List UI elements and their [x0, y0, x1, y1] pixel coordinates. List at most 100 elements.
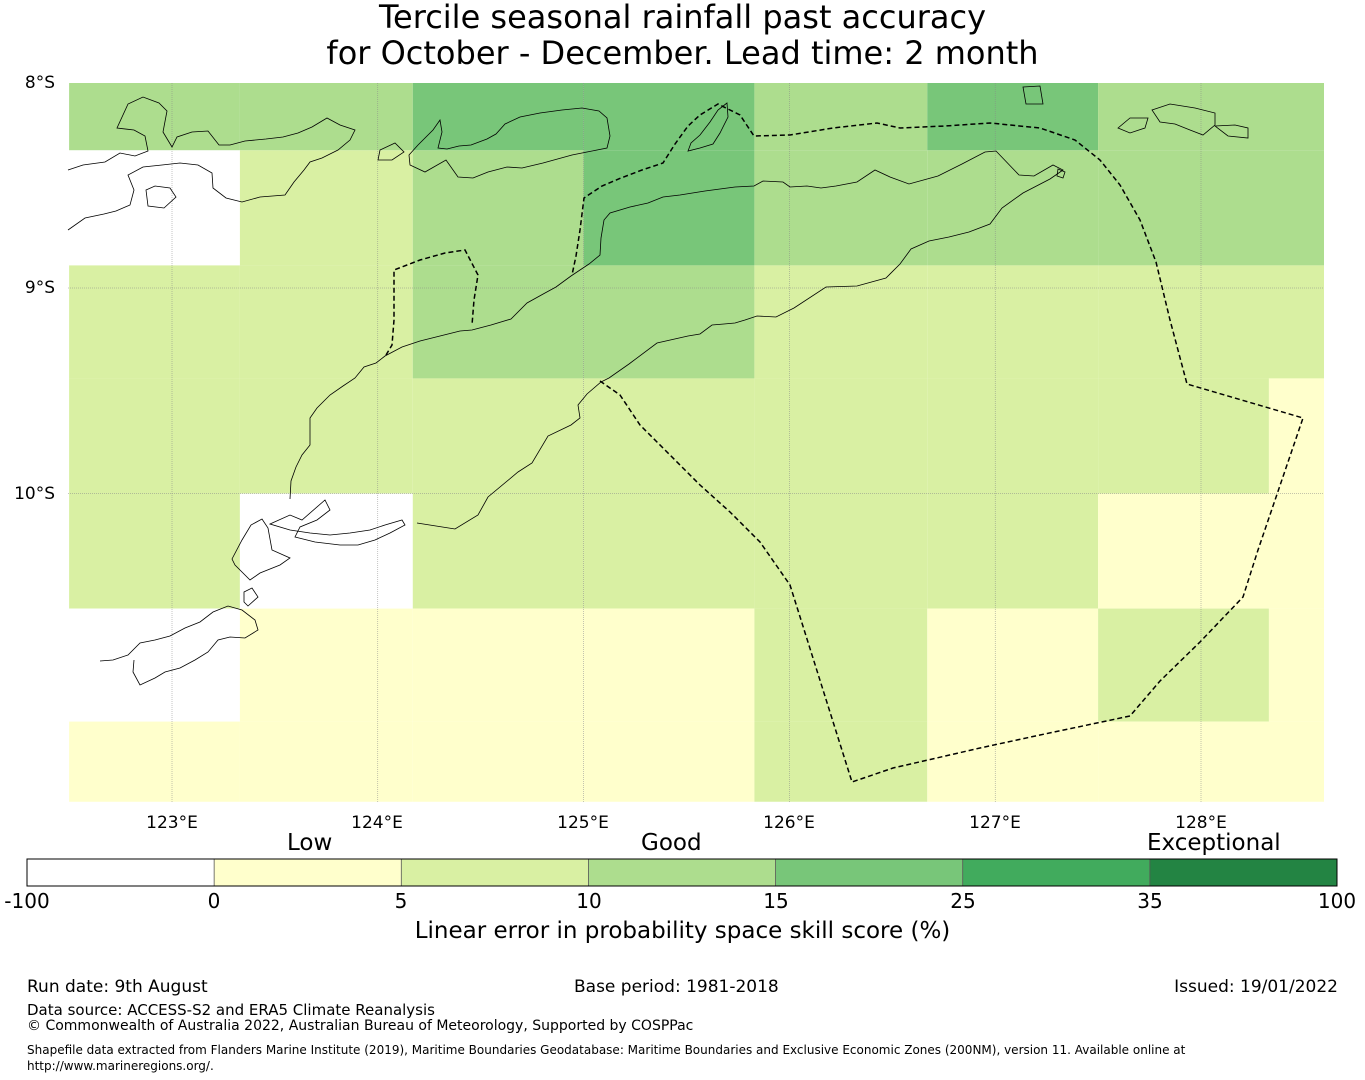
skill-cell	[927, 608, 1099, 722]
timor-island-coast	[289, 150, 1064, 530]
lon-label-128e: 128°E	[1175, 813, 1227, 833]
skill-cell	[754, 721, 928, 802]
skill-cell	[754, 493, 928, 609]
run-date: Run date: 9th August	[27, 977, 208, 997]
category-good: Good	[641, 830, 702, 856]
colorbar-segment	[27, 859, 215, 886]
lon-label-123e: 123°E	[146, 813, 198, 833]
skill-cell	[69, 378, 240, 494]
skill-cell	[412, 265, 584, 379]
colorbar-tick: 10	[576, 889, 602, 913]
skill-cell	[1268, 608, 1324, 722]
colorbar-tick: 15	[763, 889, 789, 913]
skill-cell	[583, 378, 755, 494]
data-source: Data source: ACCESS-S2 and ERA5 Climate …	[27, 1001, 435, 1019]
lat-label-10s: 10°S	[14, 484, 55, 504]
skill-cell	[239, 608, 413, 722]
sumba-south-coast	[99, 605, 259, 686]
timor-leste-eez-boundary	[571, 103, 1304, 783]
solor-coast	[145, 185, 177, 209]
colorbar-frame	[26, 858, 1338, 887]
lat-label-9s: 9°S	[24, 278, 55, 298]
colorbar-tick: 0	[207, 889, 221, 913]
skill-cell	[69, 83, 240, 151]
copyright: © Commonwealth of Australia 2022, Austra…	[27, 1018, 694, 1034]
skill-cell	[69, 608, 240, 722]
shapefile-credit-line1: Shapefile data extracted from Flanders M…	[27, 1043, 1186, 1057]
skill-cell	[412, 608, 584, 722]
colorbar-segment	[401, 859, 589, 886]
skill-cell	[583, 493, 755, 609]
skill-cell	[754, 83, 928, 151]
skill-cell	[239, 83, 413, 151]
skill-cell	[583, 265, 755, 379]
base-period: Base period: 1981-2018	[574, 977, 779, 997]
kisar-coast	[1117, 117, 1149, 134]
category-exceptional: Exceptional	[1147, 830, 1281, 856]
jaco-coast	[1056, 168, 1066, 179]
skill-cell	[754, 150, 928, 266]
colorbar-title: Linear error in probability space skill …	[414, 918, 951, 944]
issued-date: Issued: 19/01/2022	[1174, 977, 1338, 997]
skill-cell	[1098, 83, 1324, 151]
skill-cell	[412, 378, 584, 494]
colorbar-segment	[588, 859, 776, 886]
lon-label-127e: 127°E	[969, 813, 1021, 833]
colorbar-segment	[214, 859, 402, 886]
alor-islands-coast	[408, 107, 611, 179]
lat-label-8s: 8°S	[24, 73, 55, 93]
graticule	[68, 83, 1324, 802]
skill-cell	[754, 608, 928, 722]
skill-cell	[1098, 608, 1269, 722]
map-title-line2: for October - December. Lead time: 2 mon…	[326, 34, 1039, 72]
colorbar-tick: 35	[1137, 889, 1163, 913]
skill-grid	[69, 83, 1324, 802]
skill-cell	[239, 265, 413, 379]
skill-cell	[69, 150, 240, 266]
coastlines	[67, 85, 1249, 686]
skill-cell	[927, 721, 1099, 802]
skill-cell	[754, 265, 928, 379]
skill-cell	[239, 493, 413, 609]
moa-coast	[1151, 103, 1216, 136]
skill-cell	[412, 150, 584, 266]
skill-cell	[927, 83, 1099, 151]
skill-cell	[1098, 150, 1324, 266]
skill-cell	[239, 150, 413, 266]
rote-coast	[268, 499, 406, 546]
lon-label-126e: 126°E	[763, 813, 815, 833]
skill-cell	[927, 265, 1099, 379]
skill-cell	[69, 721, 240, 802]
lakor-coast	[1213, 124, 1249, 139]
colorbar-segment	[1149, 859, 1337, 886]
eez-boundaries	[385, 103, 1304, 783]
skill-cell	[412, 493, 584, 609]
sumba-coast	[231, 518, 291, 581]
skill-cell	[583, 150, 755, 266]
savu-coast	[243, 587, 259, 607]
skill-cell	[1098, 378, 1269, 494]
skill-cell	[69, 493, 240, 609]
skill-cell	[583, 83, 755, 151]
skill-cell	[927, 493, 1099, 609]
lon-label-125e: 125°E	[557, 813, 609, 833]
oecusse-eez-boundary	[385, 249, 479, 356]
wetar-island-coast	[687, 102, 729, 152]
shapefile-credit-url: http://www.marineregions.org/.	[27, 1059, 214, 1073]
flores-coast	[67, 96, 356, 231]
map-title-line1: Tercile seasonal rainfall past accuracy	[378, 0, 987, 36]
lon-label-124e: 124°E	[351, 813, 403, 833]
skill-cell	[1098, 721, 1324, 802]
pantar-coast	[377, 142, 405, 161]
colorbar-tick: 5	[394, 889, 408, 913]
skill-cell	[1098, 493, 1324, 609]
colorbar-segment	[775, 859, 963, 886]
skill-cell	[927, 378, 1099, 494]
skill-cell	[754, 378, 928, 494]
skill-cell	[927, 150, 1099, 266]
skill-cell	[412, 721, 584, 802]
colorbar	[26, 858, 1338, 887]
leti-islands-coast	[1022, 85, 1044, 105]
skill-cell	[583, 721, 755, 802]
